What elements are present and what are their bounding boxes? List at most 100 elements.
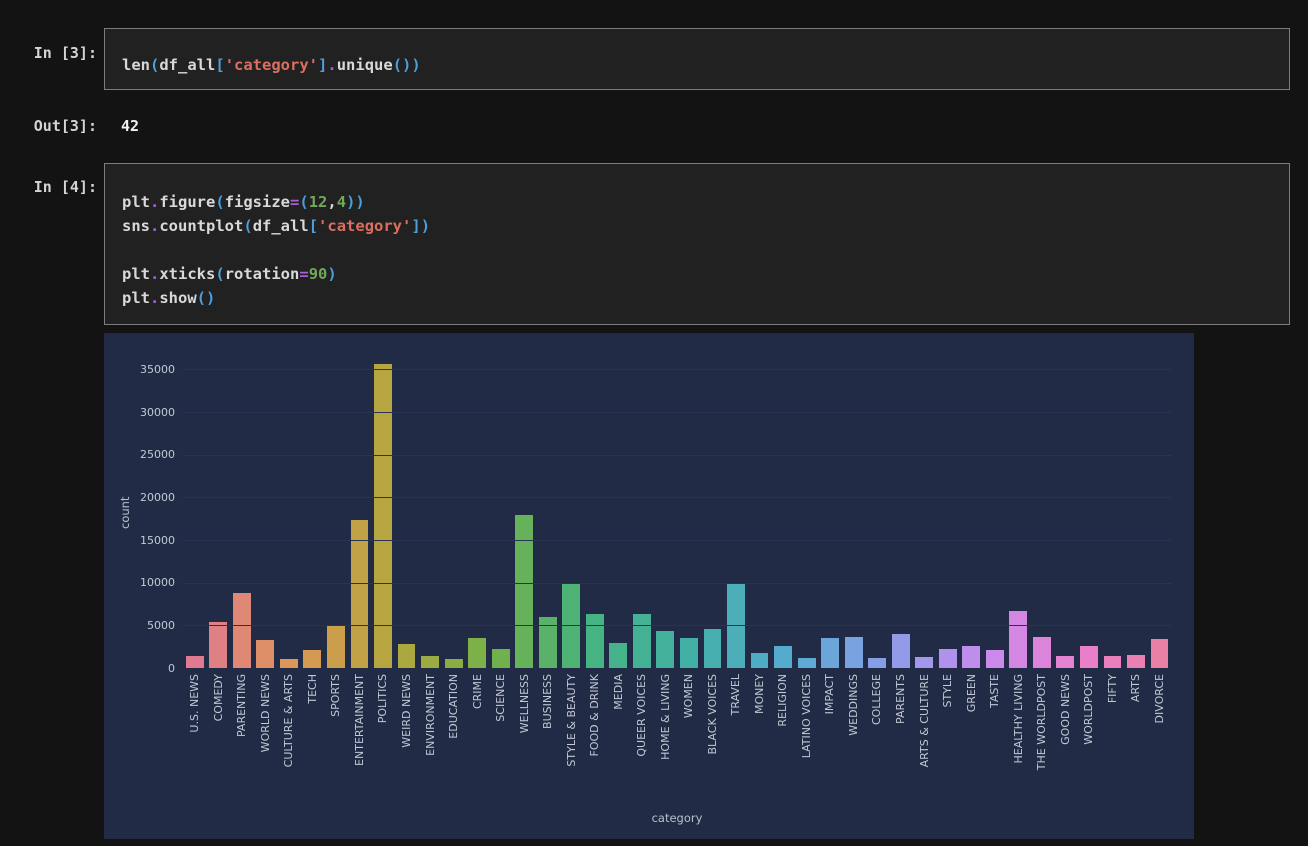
x-tick-label: THE WORLDPOST — [1035, 674, 1049, 771]
x-tick-label: STYLE — [941, 674, 955, 708]
x-tick-label: WORLD NEWS — [258, 674, 272, 753]
bar-slot — [701, 349, 725, 668]
bar-slot — [207, 349, 231, 668]
code-token: ) — [420, 217, 431, 235]
code-token: 4 — [336, 193, 347, 211]
y-tick-label: 15000 — [140, 533, 175, 547]
cell-prompt-out3: Out[3]: — [33, 117, 97, 135]
x-tick-label: PARENTING — [235, 674, 249, 737]
bar-slot — [630, 349, 654, 668]
bar — [679, 637, 698, 668]
code-token: . — [327, 56, 337, 74]
x-tick-label: TECH — [305, 674, 319, 704]
x-tick-label: MONEY — [752, 674, 766, 715]
code-line: plt.show() — [122, 286, 1273, 310]
bar-slot — [183, 349, 207, 668]
code-token: [ — [308, 217, 319, 235]
bar-slot — [254, 349, 278, 668]
code-token: ) — [411, 56, 421, 74]
bar-slot — [842, 349, 866, 668]
bar — [397, 644, 416, 668]
y-tick-label: 10000 — [140, 576, 175, 590]
code-token: len — [122, 56, 150, 74]
bar-slot — [371, 349, 395, 668]
x-tick-label: RELIGION — [776, 674, 790, 727]
code-token: 90 — [308, 265, 328, 283]
bar — [421, 655, 440, 668]
bar-slot — [1030, 349, 1054, 668]
code-token: countplot — [159, 217, 244, 235]
x-tick-label: FOOD & DRINK — [588, 674, 602, 757]
y-tick-label: 25000 — [140, 448, 175, 462]
bar — [1150, 638, 1169, 668]
bar — [303, 650, 322, 668]
code-token: rotation — [224, 265, 300, 283]
x-tick-label: CRIME — [470, 674, 484, 710]
out3-value: 42 — [121, 117, 140, 135]
x-tick-label: ARTS & CULTURE — [917, 674, 931, 768]
bar-slot — [889, 349, 913, 668]
x-tick-label: TASTE — [988, 674, 1002, 709]
code-token: ] — [318, 56, 328, 74]
bar-slot — [748, 349, 772, 668]
bar-slot — [230, 349, 254, 668]
bar-slot — [512, 349, 536, 668]
bar — [468, 637, 487, 668]
bar — [844, 636, 863, 668]
code-cell-in4[interactable]: plt.figure(figsize=(12,4)) sns.countplot(… — [104, 163, 1290, 325]
y-tick-label: 5000 — [147, 618, 175, 632]
code-token: unique — [336, 56, 393, 74]
bar — [750, 653, 769, 668]
code-token: ) — [355, 193, 365, 211]
code-editor-in4[interactable]: plt.figure(figsize=(12,4)) sns.countplot(… — [105, 164, 1289, 324]
bar-slot — [395, 349, 419, 668]
code-cell-in3[interactable]: len(df_all['category'].unique()) — [104, 28, 1290, 90]
code-token: ) — [346, 193, 356, 211]
bar-slot — [654, 349, 678, 668]
bar — [797, 658, 816, 668]
x-tick-label: LATINO VOICES — [799, 674, 813, 759]
bar — [515, 514, 534, 668]
code-token: ( — [150, 56, 160, 74]
x-tick-label: TRAVEL — [729, 674, 743, 716]
bar — [962, 645, 981, 668]
cell-prompt-in3: In [3]: — [33, 44, 97, 62]
bar — [491, 649, 510, 668]
code-token: ( — [215, 265, 225, 283]
bar-slot — [983, 349, 1007, 668]
code-token: ) — [402, 56, 412, 74]
bar-slot — [607, 349, 631, 668]
x-tick-label: U.S. NEWS — [188, 674, 202, 733]
code-token: sns — [122, 217, 150, 235]
code-token: 'category' — [318, 217, 412, 235]
bar-slot — [818, 349, 842, 668]
code-editor-in3[interactable]: len(df_all['category'].unique()) — [105, 29, 1289, 89]
x-tick-label: PARENTS — [893, 674, 907, 724]
bar — [374, 364, 392, 668]
bar-slot — [771, 349, 795, 668]
x-tick-label: ENVIRONMENT — [423, 674, 437, 756]
code-token: df_all — [252, 217, 309, 235]
bar-slot — [912, 349, 936, 668]
x-tick-label: GREEN — [964, 674, 978, 713]
bar — [891, 634, 910, 668]
bar-slot — [583, 349, 607, 668]
bar-slot — [795, 349, 819, 668]
x-tick-label: MEDIA — [611, 674, 625, 710]
x-tick-label: WORLDPOST — [1082, 674, 1096, 745]
bar-slot — [536, 349, 560, 668]
bar-slot — [301, 349, 325, 668]
bar — [350, 519, 369, 668]
code-token: = — [299, 265, 309, 283]
bar-slot — [677, 349, 701, 668]
x-tick-label: WEDDINGS — [846, 674, 860, 736]
code-token: plt — [122, 265, 150, 283]
code-token: xticks — [159, 265, 216, 283]
bar — [232, 593, 251, 668]
code-token: . — [150, 265, 160, 283]
code-line — [122, 238, 1273, 262]
code-token: plt — [122, 289, 150, 307]
figure-output: count category 0 5000 10000 15000 20000 25000… — [104, 333, 1194, 839]
plot-area — [183, 349, 1171, 668]
x-tick-label: WELLNESS — [517, 674, 531, 734]
